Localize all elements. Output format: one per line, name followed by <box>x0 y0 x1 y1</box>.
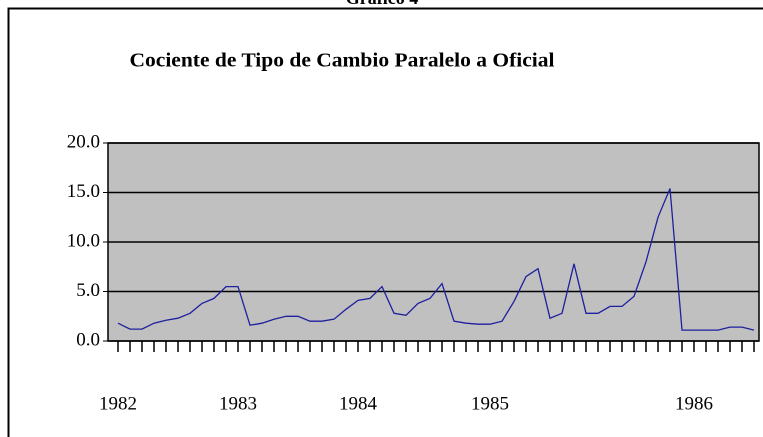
chart-frame <box>7 7 763 437</box>
x-tick-label: 1983 <box>219 393 257 414</box>
y-tick-label: 0.0 <box>76 329 100 350</box>
x-tick-label: 1982 <box>99 393 137 414</box>
y-tick-label: 20.0 <box>67 131 100 152</box>
y-tick-label: 5.0 <box>76 280 100 301</box>
x-tick-label: 1985 <box>471 393 509 414</box>
chart-title: Cociente de Tipo de Cambio Paralelo a Of… <box>130 50 555 72</box>
chart-caption: Gráfico 4 <box>346 0 418 8</box>
x-tick-label: 1984 <box>339 393 378 414</box>
y-tick-label: 15.0 <box>67 181 100 202</box>
y-tick-label: 10.0 <box>67 230 100 251</box>
x-tick-label: 1986 <box>675 393 713 414</box>
data-line <box>117 188 755 331</box>
